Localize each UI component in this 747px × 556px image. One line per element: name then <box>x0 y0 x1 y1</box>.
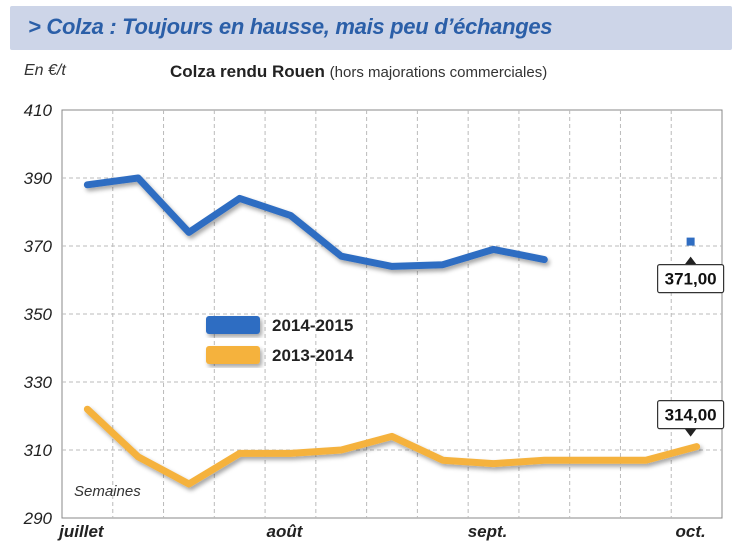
series <box>83 174 701 488</box>
header-bar: > Colza : Toujours en hausse, mais peu d… <box>10 6 732 50</box>
callout-value: 371,00 <box>665 270 717 289</box>
chart-subtitle: (hors majorations commerciales) <box>329 64 548 81</box>
chart-title-main: Colza rendu Rouen <box>170 62 325 81</box>
callout-box <box>657 400 725 430</box>
last-value-marker <box>686 237 695 246</box>
data-point <box>693 443 700 450</box>
data-point <box>439 261 446 268</box>
y-axis-unit: En €/t <box>24 62 66 79</box>
data-point <box>388 433 396 440</box>
x-tick-label: sept. <box>468 522 508 541</box>
callout-box <box>657 264 725 294</box>
y-tick-label: 390 <box>24 169 53 188</box>
y-tick-label: 410 <box>24 101 53 120</box>
data-point <box>236 195 243 202</box>
data-point <box>388 263 396 270</box>
y-tick-label: 330 <box>24 373 53 392</box>
legend-label: 2013-2014 <box>272 346 354 365</box>
x-tick-label: juillet <box>57 522 105 541</box>
legend: 2014-2015 2013-2014 <box>206 316 354 365</box>
y-tick-label: 370 <box>24 237 53 256</box>
data-point <box>541 256 548 263</box>
data-point <box>490 246 497 253</box>
y-tick-label: 290 <box>23 509 53 528</box>
x-tick-label: août <box>267 522 304 541</box>
callout-pointer <box>684 428 697 437</box>
legend-label: 2014-2015 <box>272 316 353 335</box>
callout-pointer <box>684 256 697 265</box>
axes: 290 310 330 350 370 390 410 juillet août sept. oct… <box>23 101 706 541</box>
annotations: 371,00 314,00 <box>657 237 725 437</box>
legend-swatch <box>206 316 260 334</box>
data-point <box>84 406 91 413</box>
series-line <box>83 405 701 488</box>
callout-value: 314,00 <box>665 406 717 425</box>
y-tick-label: 350 <box>24 305 53 324</box>
data-point <box>338 253 345 260</box>
x-axis-label: Semaines <box>74 483 141 500</box>
series-line <box>83 174 548 270</box>
data-point <box>490 460 497 467</box>
data-point <box>84 181 91 188</box>
data-point <box>541 457 548 464</box>
legend-swatch <box>206 346 260 364</box>
data-point <box>236 450 243 457</box>
data-point <box>185 229 193 236</box>
chart-title: Colza rendu Rouen (hors majorations comm… <box>170 62 547 82</box>
x-tick-label: oct. <box>675 522 705 541</box>
y-tick-label: 310 <box>24 441 53 460</box>
data-point <box>134 453 142 460</box>
data-point <box>439 457 446 464</box>
header-title: > Colza : Toujours en hausse, mais peu d… <box>28 14 553 39</box>
data-point <box>642 457 650 464</box>
data-point <box>134 174 142 182</box>
data-point <box>287 212 294 219</box>
data-point <box>287 450 294 457</box>
data-point <box>591 457 599 464</box>
data-point <box>338 446 345 454</box>
data-point <box>185 480 193 488</box>
